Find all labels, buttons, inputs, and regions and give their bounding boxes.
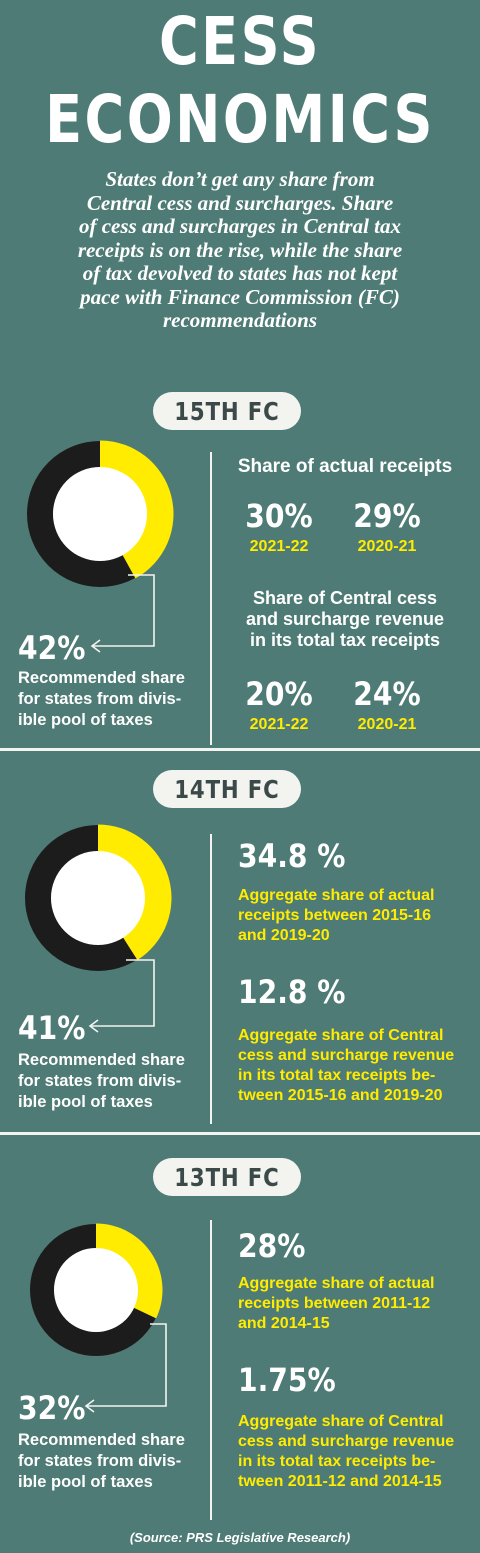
section-pill-13th-fc: 13TH FC <box>153 1158 301 1196</box>
intro-line: Central cess and surcharges. Share <box>86 190 394 215</box>
aggregate-desc-1: Aggregate share of actual receipts betwe… <box>238 1274 435 1334</box>
section-pill-15th-fc: 15TH FC <box>153 392 301 430</box>
pill-label: 14TH FC <box>174 775 280 804</box>
stat-value: 20% <box>245 675 313 713</box>
intro-line: recommendations <box>162 308 317 332</box>
desc-line: in its total tax receipts be- <box>238 1067 436 1084</box>
aggregate-desc-1: Aggregate share of actual receipts betwe… <box>238 886 435 946</box>
recommended-share-text: Recommended share for states from divis-… <box>18 1050 185 1113</box>
title-line-2: ECONOMICS <box>45 81 435 158</box>
desc-line: tween 2015-16 and 2019-20 <box>238 1087 443 1104</box>
donut-slice-recommended <box>100 440 174 579</box>
desc-line: receipts between 2015-16 <box>238 907 431 924</box>
aggregate-desc-2: Aggregate share of Central cess and surc… <box>238 1412 454 1492</box>
desc-line: in its total tax receipts be- <box>238 1453 436 1470</box>
rec-line: ible pool of taxes <box>18 1093 153 1111</box>
desc-line: and 2019-20 <box>238 927 330 944</box>
intro-line: receipts is on the rise, while the share <box>77 237 403 262</box>
pill-label: 15TH FC <box>174 397 280 426</box>
aggregate-desc-2: Aggregate share of Central cess and surc… <box>238 1026 454 1106</box>
aggregate-value-1: 34.8 % <box>238 837 346 875</box>
donut-slice-recommended <box>98 824 172 961</box>
recommended-share-text: Recommended share for states from divis-… <box>18 1430 185 1493</box>
desc-line: Aggregate share of Central <box>238 1413 444 1430</box>
desc-line: and 2014-15 <box>238 1315 330 1332</box>
vertical-divider <box>210 452 212 745</box>
source-note: (Source: PRS Legislative Research) <box>129 1530 351 1545</box>
rec-line: ible pool of taxes <box>18 1473 153 1491</box>
desc-line: Aggregate share of Central <box>238 1027 444 1044</box>
vertical-divider <box>210 834 212 1124</box>
intro-line: pace with Finance Commission (FC) <box>80 284 400 309</box>
section-divider <box>0 1132 480 1135</box>
desc-line: Aggregate share of actual <box>238 887 435 904</box>
heading-line: Share of Central cess <box>252 588 438 608</box>
intro-line: States don’t get any share from <box>105 167 375 191</box>
heading-line: in its total tax receipts <box>249 630 441 650</box>
rec-line: Recommended share <box>18 1431 185 1449</box>
heading-actual-receipts: Share of actual receipts <box>237 456 453 477</box>
vertical-divider <box>210 1220 212 1520</box>
stat-value: 30% <box>245 497 313 535</box>
stat-year: 2020-21 <box>357 716 417 733</box>
donut-slice-recommended <box>96 1223 163 1319</box>
rec-line: for states from divis- <box>18 690 182 708</box>
donut-chart-15th-fc <box>27 440 174 587</box>
recommended-share-value: 42% <box>18 629 86 667</box>
desc-line: cess and surcharge revenue <box>238 1433 455 1450</box>
stat-year: 2021-22 <box>249 538 309 555</box>
heading-cess-share: Share of Central cess and surcharge reve… <box>222 588 468 651</box>
stat-year: 2021-22 <box>249 716 309 733</box>
donut-hole <box>53 467 147 561</box>
stat-value: 29% <box>353 497 421 535</box>
intro-line: of cess and surcharges in Central tax <box>78 214 402 238</box>
recommended-share-value: 41% <box>18 1009 86 1047</box>
recommended-share-value: 32% <box>18 1389 86 1427</box>
title-line-1: CESS <box>158 3 322 80</box>
aggregate-value-2: 12.8 % <box>238 973 346 1011</box>
intro-text: States don’t get any share from Central … <box>30 167 450 333</box>
rec-line: Recommended share <box>18 1051 185 1069</box>
desc-line: cess and surcharge revenue <box>238 1047 455 1064</box>
aggregate-value-1: 28% <box>238 1227 306 1265</box>
donut-chart-13th-fc <box>30 1223 163 1356</box>
rec-line: for states from divis- <box>18 1072 182 1090</box>
rec-line: ible pool of taxes <box>18 711 153 729</box>
donut-hole <box>54 1248 138 1332</box>
donut-hole <box>51 851 145 945</box>
stat-value: 24% <box>353 675 421 713</box>
desc-line: tween 2011-12 and 2014-15 <box>238 1473 442 1490</box>
section-divider <box>0 748 480 751</box>
desc-line: receipts between 2011-12 <box>238 1295 431 1312</box>
aggregate-value-2: 1.75% <box>238 1361 336 1399</box>
pill-label: 13TH FC <box>174 1163 280 1192</box>
rec-line: Recommended share <box>18 669 185 687</box>
donut-chart-14th-fc <box>25 824 172 971</box>
desc-line: Aggregate share of actual <box>238 1275 435 1292</box>
heading-line: and surcharge revenue <box>245 609 445 629</box>
intro-line: of tax devolved to states has not kept <box>82 261 398 285</box>
stat-year: 2020-21 <box>357 538 417 555</box>
rec-line: for states from divis- <box>18 1452 182 1470</box>
recommended-share-text: Recommended share for states from divis-… <box>18 668 185 731</box>
section-pill-14th-fc: 14TH FC <box>153 770 301 808</box>
